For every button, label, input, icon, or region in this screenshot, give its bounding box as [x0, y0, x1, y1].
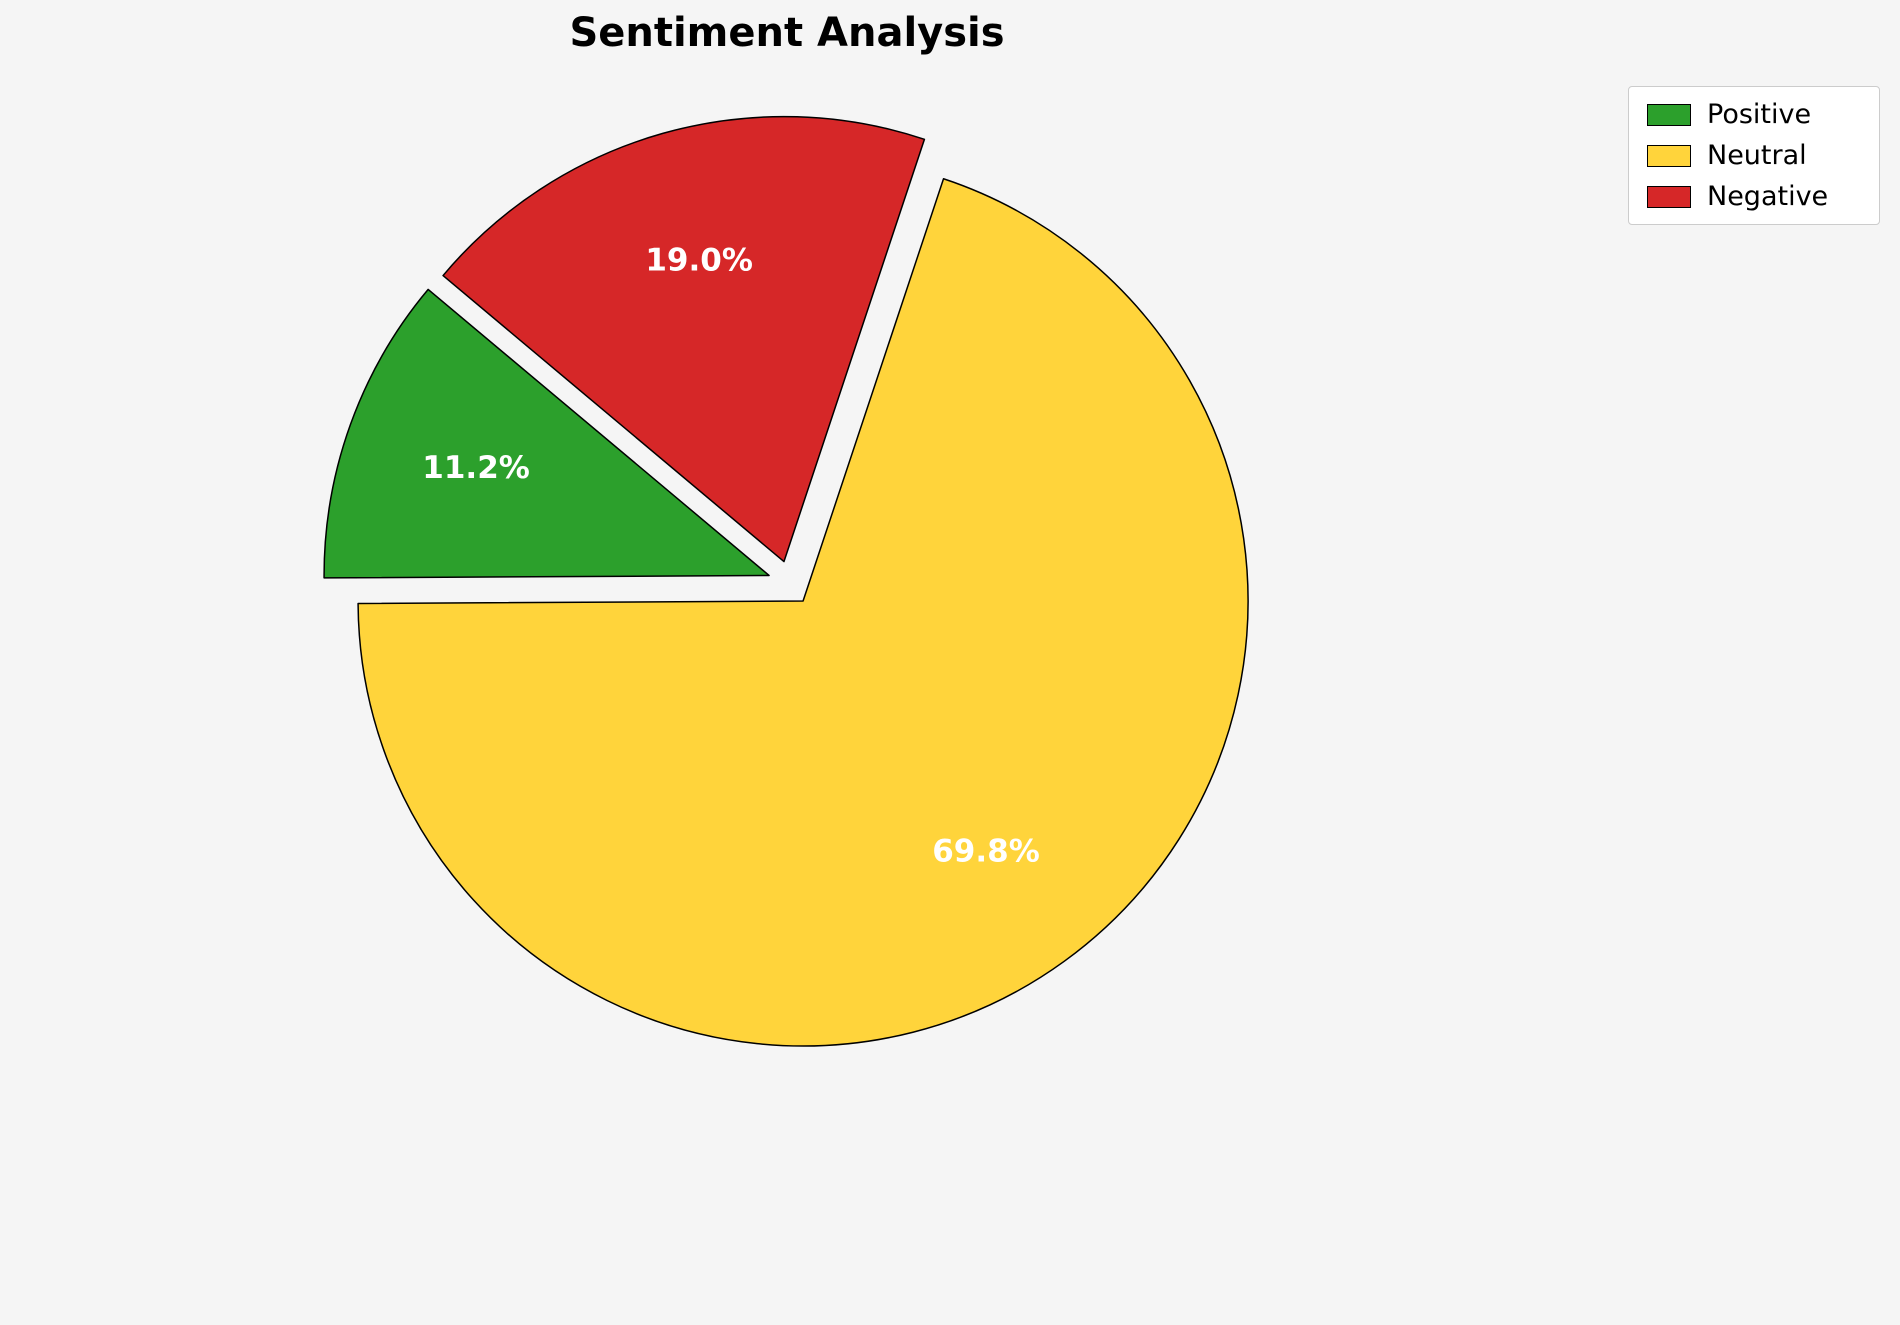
legend-item-negative: Negative: [1647, 183, 1861, 210]
legend-item-neutral: Neutral: [1647, 142, 1861, 169]
legend-swatch-positive: [1647, 103, 1691, 126]
pie-slice-positive: [323, 288, 770, 579]
pie-pct-label-neutral: 69.8%: [932, 834, 1040, 870]
legend-item-positive: Positive: [1647, 101, 1861, 128]
legend: Positive Neutral Negative: [1628, 86, 1880, 225]
chart-title: Sentiment Analysis: [569, 10, 1005, 56]
pie-slice-neutral: [357, 178, 1249, 1047]
pie-pct-label-negative: 19.0%: [645, 242, 753, 278]
legend-label-negative: Negative: [1707, 181, 1829, 212]
pie-slice-negative: [442, 115, 926, 563]
legend-label-positive: Positive: [1707, 99, 1812, 130]
pie-pct-label-positive: 11.2%: [422, 450, 530, 486]
legend-swatch-neutral: [1647, 144, 1691, 167]
legend-label-neutral: Neutral: [1707, 140, 1807, 171]
legend-swatch-negative: [1647, 185, 1691, 208]
